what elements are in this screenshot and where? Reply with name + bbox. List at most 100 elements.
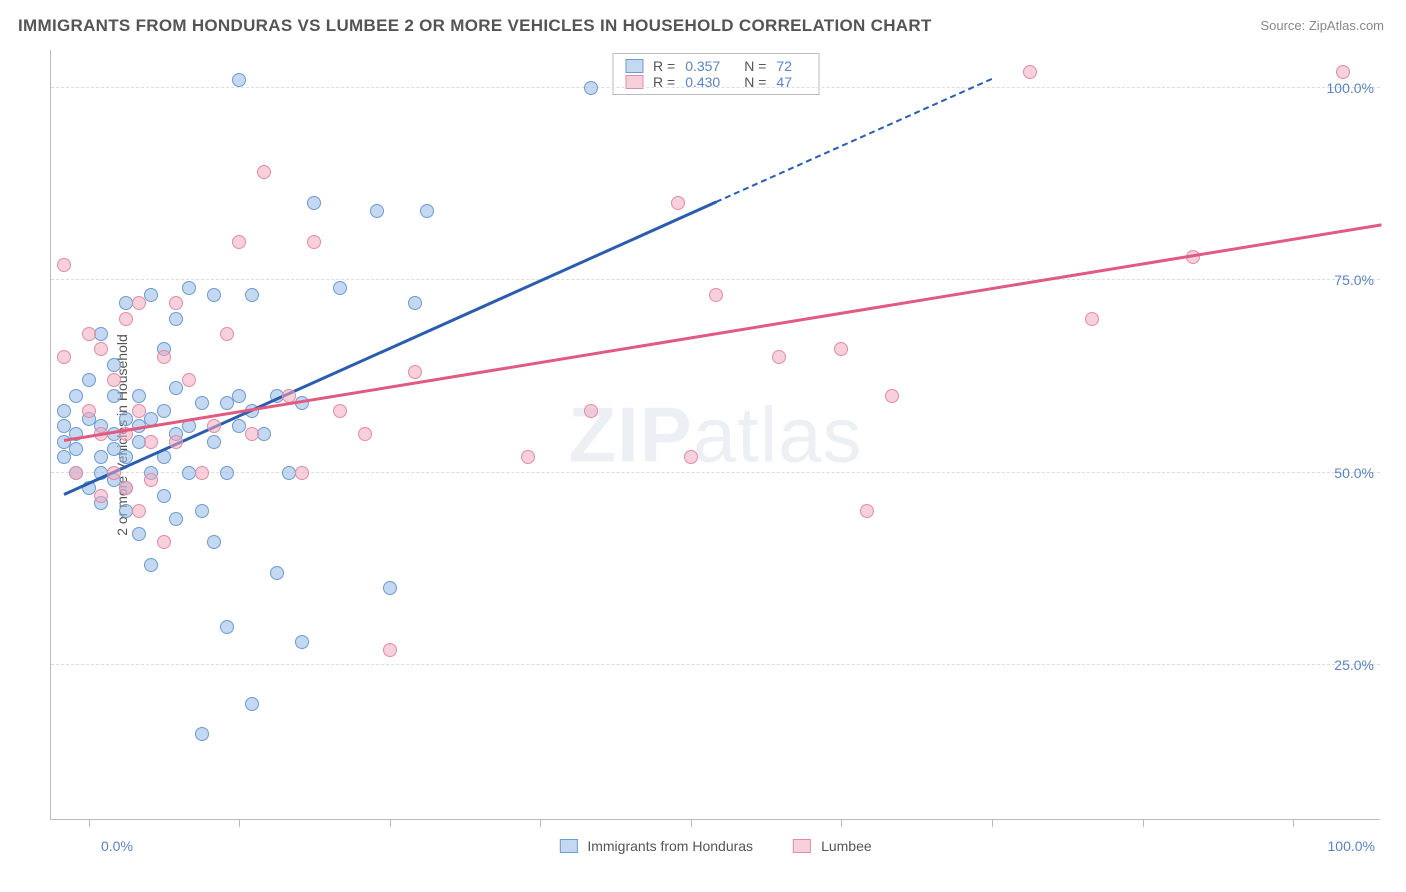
chart-title: IMMIGRANTS FROM HONDURAS VS LUMBEE 2 OR … (18, 16, 932, 36)
scatter-point (232, 235, 246, 249)
scatter-point (132, 404, 146, 418)
y-axis-tick-label: 75.0% (1334, 272, 1374, 288)
stats-row-2: R = 0.430 N = 47 (625, 74, 806, 90)
scatter-point (295, 466, 309, 480)
scatter-point (684, 450, 698, 464)
scatter-point (207, 535, 221, 549)
scatter-point (333, 404, 347, 418)
x-axis-tick (89, 819, 90, 827)
scatter-point (584, 404, 598, 418)
x-axis-tick (691, 819, 692, 827)
scatter-point (169, 512, 183, 526)
scatter-point (57, 350, 71, 364)
scatter-point (245, 697, 259, 711)
gridline-h (51, 472, 1380, 473)
scatter-point (107, 389, 121, 403)
scatter-point (157, 535, 171, 549)
scatter-point (220, 620, 234, 634)
scatter-point (232, 389, 246, 403)
scatter-point (195, 727, 209, 741)
y-axis-tick-label: 25.0% (1334, 657, 1374, 673)
y-axis-tick-label: 100.0% (1327, 80, 1374, 96)
watermark-light: atlas (693, 390, 863, 478)
scatter-point (860, 504, 874, 518)
r-value-2: 0.430 (685, 74, 720, 90)
scatter-point (1336, 65, 1350, 79)
scatter-point (671, 196, 685, 210)
scatter-point (195, 396, 209, 410)
scatter-point (132, 389, 146, 403)
scatter-point (119, 481, 133, 495)
scatter-point (521, 450, 535, 464)
scatter-point (107, 358, 121, 372)
scatter-point (157, 350, 171, 364)
scatter-point (370, 204, 384, 218)
scatter-point (220, 466, 234, 480)
gridline-h (51, 87, 1380, 88)
scatter-point (245, 427, 259, 441)
scatter-point (307, 196, 321, 210)
scatter-point (307, 235, 321, 249)
scatter-point (57, 258, 71, 272)
scatter-point (885, 389, 899, 403)
source-label: Source: ZipAtlas.com (1260, 18, 1384, 33)
scatter-point (69, 442, 83, 456)
trend-line (63, 223, 1381, 442)
scatter-point (420, 204, 434, 218)
scatter-point (107, 466, 121, 480)
scatter-point (57, 450, 71, 464)
series-legend: Immigrants from Honduras Lumbee (559, 838, 871, 854)
legend-swatch-2 (793, 839, 811, 853)
watermark-bold: ZIP (568, 390, 692, 478)
scatter-point (94, 450, 108, 464)
r-prefix-1: R = (653, 58, 675, 74)
scatter-point (358, 427, 372, 441)
x-axis-label-100: 100.0% (1328, 838, 1375, 854)
scatter-point (333, 281, 347, 295)
r-value-1: 0.357 (685, 58, 720, 74)
scatter-point (57, 404, 71, 418)
scatter-point (69, 466, 83, 480)
scatter-point (834, 342, 848, 356)
scatter-point (383, 581, 397, 595)
scatter-point (270, 566, 284, 580)
scatter-point (709, 288, 723, 302)
legend-label-1: Immigrants from Honduras (587, 838, 753, 854)
scatter-point (383, 643, 397, 657)
scatter-point (207, 288, 221, 302)
scatter-point (144, 558, 158, 572)
scatter-point (295, 635, 309, 649)
stats-legend: R = 0.357 N = 72 R = 0.430 N = 47 (612, 53, 819, 95)
n-value-2: 47 (776, 74, 792, 90)
scatter-point (144, 288, 158, 302)
x-axis-tick (841, 819, 842, 827)
stats-row-1: R = 0.357 N = 72 (625, 58, 806, 74)
x-axis-tick (992, 819, 993, 827)
scatter-point (132, 527, 146, 541)
scatter-point (119, 312, 133, 326)
scatter-point (169, 435, 183, 449)
scatter-point (144, 435, 158, 449)
trend-line (716, 78, 993, 203)
scatter-point (207, 435, 221, 449)
scatter-point (195, 504, 209, 518)
scatter-point (144, 473, 158, 487)
scatter-point (69, 389, 83, 403)
scatter-point (220, 327, 234, 341)
n-prefix-1: N = (744, 58, 766, 74)
scatter-point (182, 281, 196, 295)
x-axis-tick (1293, 819, 1294, 827)
scatter-point (82, 327, 96, 341)
scatter-point (220, 396, 234, 410)
scatter-point (195, 466, 209, 480)
scatter-point (182, 373, 196, 387)
scatter-chart: ZIPatlas 2 or more Vehicles in Household… (50, 50, 1380, 820)
legend-swatch-1 (559, 839, 577, 853)
scatter-point (408, 296, 422, 310)
scatter-point (94, 342, 108, 356)
scatter-point (94, 327, 108, 341)
x-axis-tick (1143, 819, 1144, 827)
scatter-point (169, 312, 183, 326)
scatter-point (169, 381, 183, 395)
gridline-h (51, 664, 1380, 665)
